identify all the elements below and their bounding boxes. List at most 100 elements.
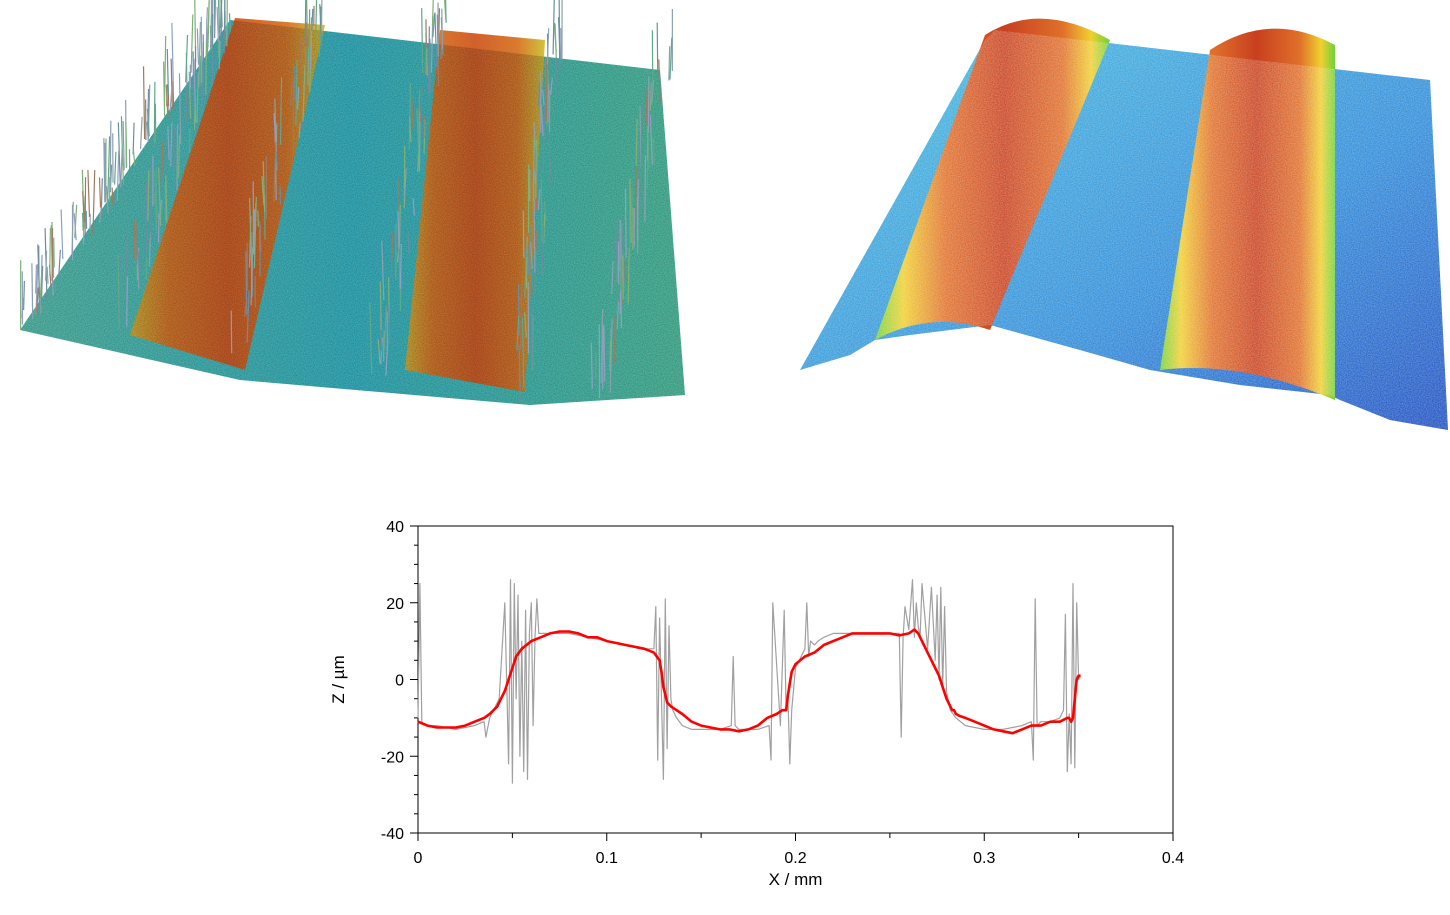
spike <box>533 167 537 185</box>
spike <box>132 147 136 167</box>
spike <box>223 0 226 53</box>
raw-surface-3d-plot <box>20 0 685 405</box>
spike <box>555 57 558 97</box>
spike <box>616 261 619 283</box>
spike <box>196 28 200 65</box>
spike <box>307 46 310 86</box>
spike <box>624 188 627 259</box>
spike <box>196 72 199 123</box>
spike <box>176 123 179 191</box>
spike <box>535 230 538 253</box>
spike <box>40 265 44 306</box>
spike <box>379 314 383 352</box>
spike <box>39 269 43 301</box>
spike <box>421 8 424 73</box>
spike <box>261 175 265 205</box>
spike <box>105 186 109 214</box>
spike <box>398 204 401 247</box>
spike <box>533 199 536 273</box>
spike <box>37 244 41 298</box>
spike <box>652 138 655 166</box>
spike <box>296 87 300 110</box>
spike <box>418 112 421 172</box>
spike <box>619 223 623 291</box>
surface-base <box>20 18 685 405</box>
spike <box>58 249 61 279</box>
spike <box>193 58 197 123</box>
spike <box>611 260 614 294</box>
spike <box>649 82 652 111</box>
spike <box>377 338 381 364</box>
spike <box>148 231 152 267</box>
spike <box>537 189 541 211</box>
spike <box>517 284 520 336</box>
spike <box>627 247 630 305</box>
spike <box>45 250 48 281</box>
spike <box>218 0 221 33</box>
spike <box>185 84 188 122</box>
spike <box>306 0 308 37</box>
spike <box>244 300 248 318</box>
spike <box>116 150 120 201</box>
spike <box>522 210 525 258</box>
spike <box>126 276 129 327</box>
spike <box>137 251 141 287</box>
spike <box>46 266 49 284</box>
spike <box>122 120 125 171</box>
spike <box>73 213 77 241</box>
spike <box>412 197 415 216</box>
spike <box>87 170 91 217</box>
spike <box>541 226 545 276</box>
spike <box>419 86 423 122</box>
spike <box>117 254 120 329</box>
spike <box>172 128 176 187</box>
spike <box>186 92 189 122</box>
spike <box>35 287 39 313</box>
spike <box>218 41 221 70</box>
spike <box>397 211 400 249</box>
spike <box>525 236 528 289</box>
spike <box>158 167 162 226</box>
spike <box>547 83 550 123</box>
x-tick-label: 0.1 <box>596 850 618 867</box>
x-tick-label: 0.3 <box>973 850 995 867</box>
spike <box>98 177 102 208</box>
spike <box>109 120 112 191</box>
x-axis-label: X / mm <box>769 870 823 889</box>
spike <box>647 139 650 170</box>
spike <box>279 77 283 145</box>
spike <box>540 179 543 243</box>
spike <box>645 88 648 126</box>
spike <box>275 151 278 171</box>
x-tick-label: 0.2 <box>784 850 806 867</box>
spike <box>31 263 34 319</box>
profile-line-chart: -40 -20 0 20 40 0 0.1 0.2 0.3 0.4 X / mm Z / µm <box>329 519 1184 889</box>
spike <box>125 121 128 168</box>
spike <box>516 315 520 351</box>
spike <box>609 340 612 372</box>
spike <box>431 0 434 26</box>
spike <box>524 248 528 298</box>
spike <box>220 0 223 40</box>
spike <box>228 13 232 32</box>
spike <box>146 108 150 137</box>
spike <box>120 255 123 318</box>
spike <box>262 161 266 213</box>
spike <box>120 148 123 188</box>
spike <box>246 290 250 343</box>
spike <box>302 64 306 122</box>
spike <box>311 8 314 31</box>
spike <box>250 247 254 306</box>
spike <box>170 122 173 167</box>
spike <box>209 0 213 49</box>
y-tick-label: 40 <box>386 519 404 536</box>
spike <box>71 201 74 256</box>
spike <box>107 136 111 205</box>
spike <box>383 306 387 348</box>
spike <box>35 264 39 315</box>
spike <box>658 59 661 104</box>
spike <box>530 242 533 270</box>
spike <box>552 0 555 55</box>
spike <box>273 141 277 202</box>
y-tick-label: 0 <box>395 673 404 690</box>
